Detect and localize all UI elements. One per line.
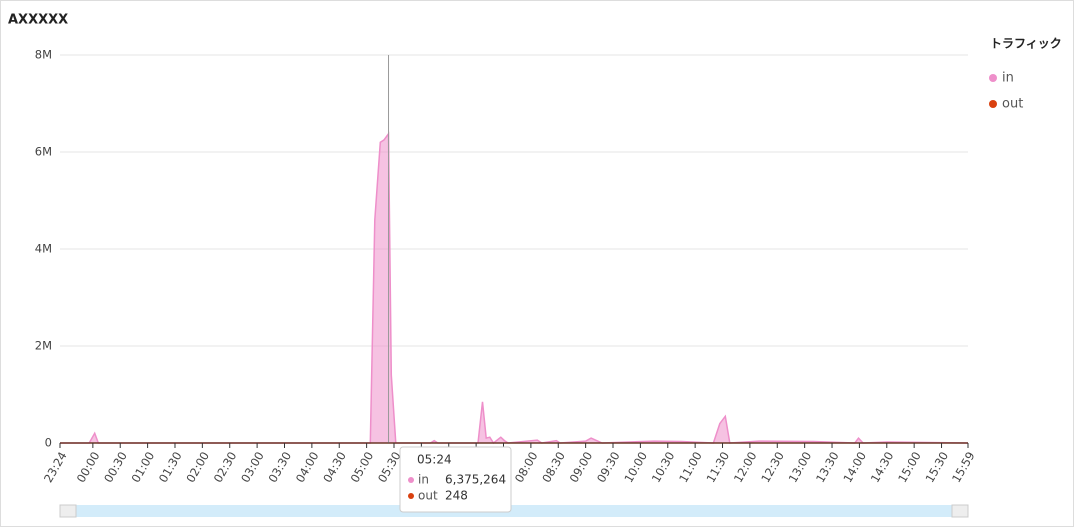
legend-title: トラフィック [990,37,1062,51]
y-tick-label: 8M [35,48,52,62]
tooltip-value: 6,375,264 [445,473,506,487]
y-tick-label: 6M [35,145,52,159]
tooltip-value: 248 [445,489,468,503]
legend-label: out [1002,97,1023,112]
tooltip-series: out [418,489,438,503]
tooltip-series: in [418,473,429,487]
legend-marker [989,100,997,108]
legend: in out [989,71,1023,112]
line [60,131,969,445]
tooltip-box [399,446,512,513]
scrollbar[interactable] [60,505,968,517]
tooltip-title: 05:24 [417,453,452,467]
tooltip: 05:24 in 6,375,264 out 248 [399,446,512,513]
y-tick-label: 0 [45,436,52,450]
tooltip-dot [408,477,414,483]
chart-title: AXXXXX [8,13,68,28]
scroll-handle-left[interactable] [59,504,77,518]
tooltip-dot [408,493,414,499]
y-tick-label: 4M [35,242,52,256]
legend-label: in [1002,71,1014,86]
scroll-handle-right[interactable] [951,504,969,518]
y-tick-label: 2M [35,339,52,353]
legend-marker [989,74,997,82]
